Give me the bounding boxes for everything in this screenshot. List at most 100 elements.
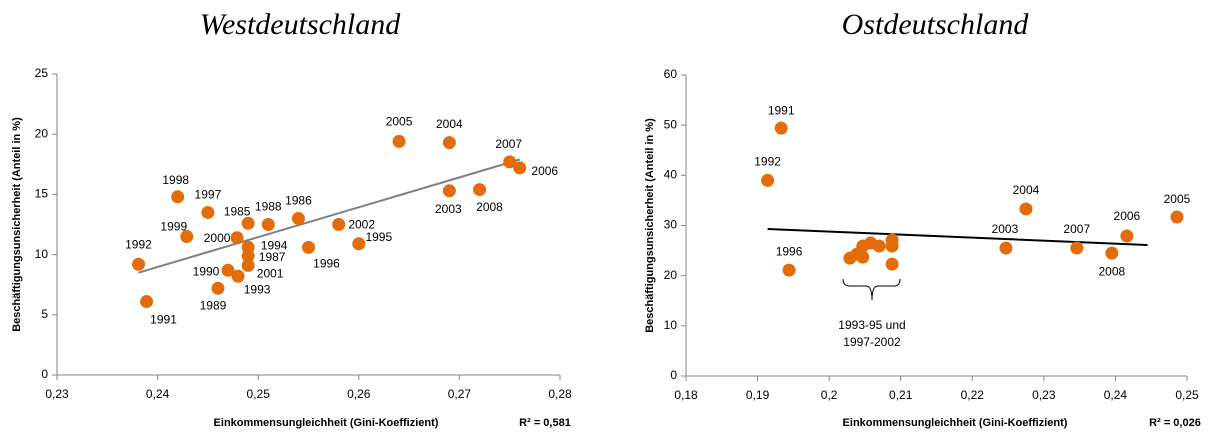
point-label: 1995: [365, 230, 392, 244]
y-tick-label: 60: [664, 67, 678, 81]
point-label: 1990: [193, 264, 220, 278]
point-label: 2001: [257, 267, 284, 281]
y-tick-label: 30: [664, 218, 678, 232]
point-label: 1991: [150, 313, 177, 327]
point-label: 2007: [1063, 222, 1090, 236]
annotation: 1993-95 und: [838, 318, 905, 332]
point-label: 1996: [313, 257, 340, 271]
y-tick-label: 20: [35, 126, 49, 140]
chart-title: Westdeutschland: [200, 8, 402, 41]
point: [856, 250, 870, 264]
point-label: 1998: [162, 173, 189, 187]
point: [442, 136, 456, 150]
point: [241, 258, 255, 272]
point: [761, 173, 775, 187]
trend-line: [767, 228, 1148, 247]
point: [1170, 210, 1184, 224]
point: [392, 134, 406, 148]
y-tick-label: 25: [35, 66, 49, 80]
r-squared: R² = 0,026: [1149, 417, 1201, 429]
point-label: 2008: [1098, 264, 1125, 278]
point: [180, 230, 194, 244]
point-label: 2003: [992, 222, 1019, 236]
point-label: 1989: [200, 298, 227, 312]
y-tick-label: 10: [35, 247, 49, 261]
point-label: 2004: [436, 117, 463, 131]
x-tick-label: 0,23: [45, 387, 69, 401]
point-label: 2006: [1114, 209, 1141, 223]
point: [332, 218, 346, 231]
point-label: 1993: [244, 282, 271, 296]
point-label: 2000: [204, 231, 231, 245]
x-axis-label: Einkommensungleichheit (Gini-Koeffizient…: [214, 417, 439, 429]
y-tick-label: 40: [664, 168, 678, 182]
point: [473, 183, 487, 197]
point: [872, 239, 886, 253]
point: [171, 190, 185, 204]
point-label: 2006: [531, 164, 558, 178]
r-squared: R² = 0,581: [519, 417, 571, 429]
point-label: 2004: [1013, 183, 1040, 197]
point: [241, 249, 255, 263]
x-tick-label: 0,26: [347, 387, 371, 401]
point: [231, 269, 245, 283]
point-label: 1992: [754, 155, 781, 169]
point: [221, 263, 235, 277]
x-tick-label: 0,25: [1175, 388, 1199, 402]
x-tick-label: 0,2: [821, 388, 838, 402]
point-label: 1999: [160, 220, 187, 234]
point: [999, 241, 1013, 255]
annotation: 1997-2002: [843, 335, 901, 349]
point-label: 1985: [224, 204, 251, 218]
point-label: 1992: [125, 237, 152, 251]
x-tick-label: 0,23: [1032, 388, 1056, 402]
point-label: 2008: [476, 200, 503, 214]
x-tick-label: 0,28: [548, 387, 572, 401]
x-tick-label: 0,25: [247, 387, 271, 401]
x-tick-label: 0,22: [961, 388, 985, 402]
x-tick-label: 0,24: [146, 387, 170, 401]
point: [261, 218, 275, 231]
point: [302, 240, 315, 254]
point-label: 1988: [255, 200, 282, 214]
point: [140, 295, 154, 309]
y-tick-label: 15: [35, 187, 49, 201]
x-axis-label: Einkommensungleichheit (Gini-Koeffizient…: [843, 417, 1068, 429]
point: [1070, 241, 1084, 255]
point: [442, 184, 456, 198]
trend-line: [138, 158, 521, 274]
point: [211, 281, 225, 295]
point: [241, 216, 255, 230]
point: [782, 263, 796, 277]
point-label: 1991: [768, 103, 795, 117]
point-label: 2002: [348, 218, 375, 232]
brace: [842, 278, 901, 301]
point: [131, 257, 145, 271]
y-axis-label: Beschäftigungsunsicherheit (Anteil in %): [11, 117, 23, 332]
point-label: 1986: [285, 194, 312, 208]
point: [885, 239, 899, 253]
y-tick-label: 5: [41, 307, 48, 321]
point: [513, 161, 527, 175]
point-label: 1996: [776, 244, 803, 258]
point: [1019, 202, 1033, 216]
y-axis-label: Beschäftigungsunsicherheit (Anteil in %): [644, 118, 656, 333]
y-tick-label: 0: [670, 368, 677, 382]
point: [201, 205, 215, 219]
x-tick-label: 0,18: [674, 388, 698, 402]
y-tick-label: 10: [664, 318, 678, 332]
point-label: 1994: [261, 239, 288, 253]
point-label: 2003: [435, 202, 462, 216]
y-tick-label: 0: [41, 367, 48, 381]
point-label: 2005: [386, 115, 413, 129]
point: [503, 155, 517, 169]
y-tick-label: 50: [664, 117, 678, 131]
point: [352, 237, 366, 251]
point: [774, 121, 788, 135]
x-tick-label: 0,21: [889, 388, 913, 402]
point: [885, 257, 899, 271]
point: [1120, 229, 1134, 243]
x-tick-label: 0,24: [1104, 388, 1128, 402]
chart-title: Ostdeutschland: [842, 8, 1030, 41]
